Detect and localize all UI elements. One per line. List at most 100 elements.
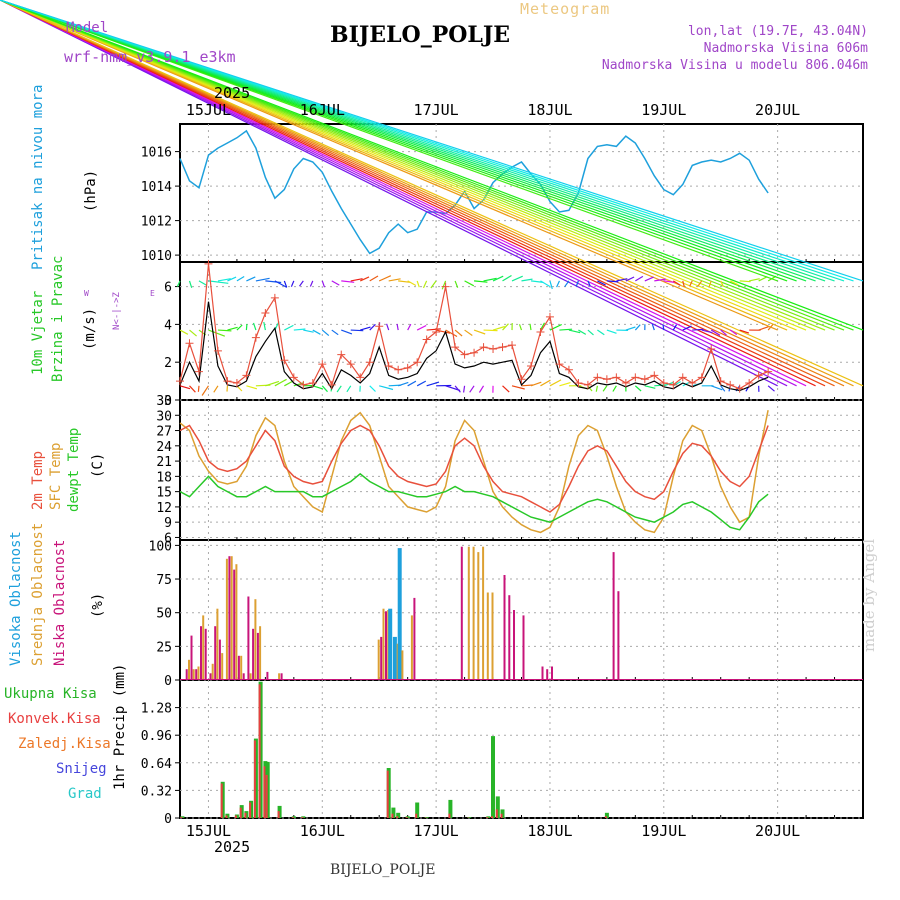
total-precip-bar [467,817,472,818]
wind-arrow [341,280,355,283]
mid-cloud-bar [491,592,494,680]
wind-arrow [575,280,579,287]
conv-precip-bar [239,807,242,818]
gust-marker [726,380,735,389]
wind-arrow [331,329,339,336]
mid-cloud-bar [278,673,281,680]
wind-arrow [521,384,534,387]
product-title: Meteogram [520,0,611,18]
y-tick-label: 75 [156,573,172,588]
wind-arrow [283,280,288,288]
low-cloud-bar [200,626,202,680]
wind-arrow [201,385,209,396]
wind-arrow [672,280,681,286]
gust-marker [299,380,308,389]
gust-marker [270,293,279,302]
wind-arrow [502,274,512,282]
y-tick-label: 12 [156,501,172,516]
precip-unit: 1hr Precip (mm) [112,663,128,790]
gust-marker [583,380,592,389]
wind-arrow [672,324,678,331]
wind-speed-series [179,301,769,392]
wind-arrow [559,382,571,387]
wind-arrow [422,280,428,289]
precip-legend-graupel: Grad [68,786,102,802]
data-layer [0,0,864,819]
wind-arrow [634,385,642,392]
wind-arrow [739,280,751,283]
wind-arrow [179,329,189,335]
wind-arrow [469,385,475,393]
total-precip-bar [495,796,500,818]
sfc-temp-series [179,410,769,534]
wind-arrow [378,275,392,282]
year-label-top: 2025 [214,84,251,102]
wind-arrow [290,280,295,287]
wind-arrow [521,278,533,282]
wind-arrow [0,0,788,331]
wind-arrow [483,329,498,332]
day-label-top: 16JUL [300,101,345,119]
conv-precip-bar [291,817,294,818]
conv-precip-bar [386,770,389,818]
wind-arrow [252,322,257,331]
wind-arrow [749,278,760,282]
conv-precip-bar [234,815,237,818]
wind-arrow [246,276,256,282]
high-cloud-bar [388,608,393,680]
conv-precip-bar [225,815,228,818]
wind-arrow [758,276,768,282]
wind-arrow [606,329,617,334]
wind-arrow [407,323,412,331]
gust-marker [688,378,697,387]
low-cloud-bar [460,546,463,680]
mid-cloud-bar [486,592,489,680]
model-name: wrf-nmm_v3.9.1 e3km [64,48,236,66]
low-cloud-bar [237,655,240,680]
wind-arrow [720,280,724,287]
gust-marker [346,360,355,369]
pressure-legend: Pritisak na nivou mora [30,84,46,270]
wind-arrow [176,280,181,287]
wind-arrow [236,324,243,331]
wind-arrow [663,280,675,283]
low-cloud-bar [214,626,217,680]
wind-arrow [701,329,713,334]
high-cloud-bar [397,548,402,680]
wind-arrow [284,380,294,387]
temp-legend-2m: 2m Temp [30,450,46,510]
gust-marker [460,350,469,359]
conv-precip-bar [253,740,256,818]
low-cloud-bar [204,628,207,680]
wind-arrow [518,324,523,331]
wind-arrow [0,0,778,331]
conv-precip-bar [405,817,408,818]
panel-frames [179,123,864,819]
wind-arrow [312,329,321,335]
mid-cloud-bar [235,564,238,680]
gust-marker [612,373,621,382]
year-label-bottom: 2025 [214,838,251,856]
gust-marker [489,344,498,353]
wind-arrow [511,275,523,282]
gust-marker [289,373,298,382]
wind-arrow [708,280,712,288]
conv-precip-bar [604,816,607,818]
gust-marker [185,339,194,348]
wind-arrow [689,280,693,287]
wind-arrow [341,329,353,335]
low-cloud-bar [252,628,255,680]
wind-arrow [634,324,641,331]
wind-arrow [360,326,371,331]
wind-arrow [331,280,340,286]
gust-marker [375,322,384,331]
wind-arrow [386,323,390,331]
y-tick-label: 2 [164,356,172,371]
gust-marker [745,378,754,387]
gust-marker [707,344,716,353]
wind-legend-2: Brzina i Pravac [50,255,66,382]
low-cloud-bar [546,669,549,680]
wind-arrow [682,280,685,287]
conv-precip-bar [391,813,394,818]
wind-arrow [595,385,598,392]
